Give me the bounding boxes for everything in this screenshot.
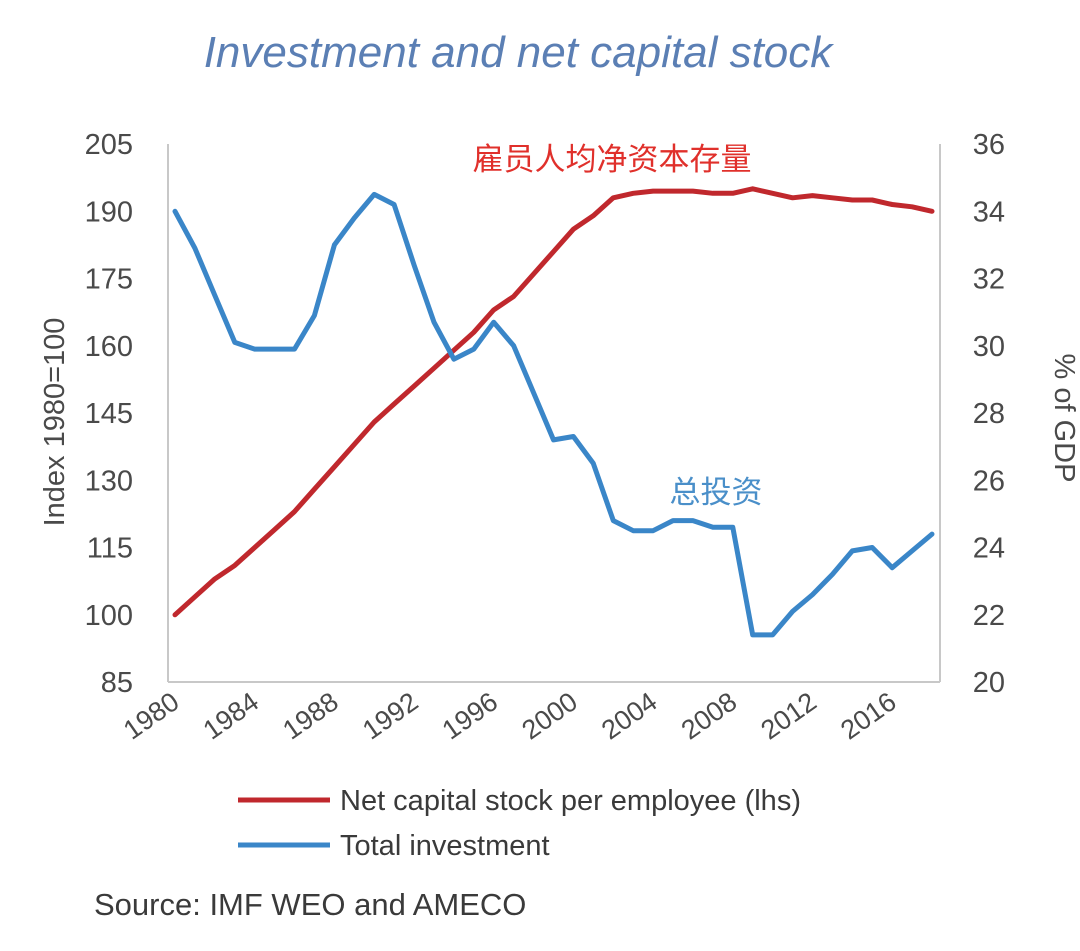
legend: Net capital stock per employee (lhs) Tot… bbox=[238, 785, 801, 862]
x-tick-label: 1996 bbox=[437, 686, 503, 745]
series-line-total-investment bbox=[172, 191, 935, 638]
y-tick-label: 205 bbox=[85, 129, 133, 161]
legend-label-total-investment: Total investment bbox=[340, 830, 550, 862]
x-tick-label: 1988 bbox=[277, 686, 343, 745]
y-tick-label: 115 bbox=[87, 533, 133, 565]
y-tick-label: 100 bbox=[85, 600, 133, 632]
x-tick-label: 2004 bbox=[596, 686, 662, 745]
y2-tick-label: 28 bbox=[973, 398, 1005, 430]
legend-label-capital-stock: Net capital stock per employee (lhs) bbox=[340, 785, 801, 817]
x-tick-label: 2008 bbox=[676, 686, 742, 745]
right-axis-label: % of GDP bbox=[1048, 354, 1080, 483]
y-tick-label: 190 bbox=[85, 196, 133, 228]
y-tick-label: 145 bbox=[85, 398, 133, 430]
plot-series bbox=[172, 186, 935, 638]
y2-tick-label: 30 bbox=[973, 331, 1005, 363]
x-tick-label: 2016 bbox=[835, 686, 901, 745]
y2-tick-label: 36 bbox=[973, 129, 1005, 161]
y2-tick-label: 32 bbox=[973, 264, 1005, 296]
series-line-capital-stock bbox=[172, 186, 935, 618]
y2-tick-label: 22 bbox=[973, 600, 1005, 632]
x-tick-label: 2012 bbox=[755, 686, 821, 745]
left-axis-label: Index 1980=100 bbox=[39, 318, 71, 527]
y-tick-label: 130 bbox=[85, 465, 133, 497]
x-tick-label: 1984 bbox=[198, 686, 264, 745]
x-tick-labels: 1980 1984 1988 1992 1996 2000 2004 2008 2012 2016 bbox=[118, 686, 902, 745]
source-note: Source: IMF WEO and AMECO bbox=[94, 887, 526, 922]
y2-tick-label: 24 bbox=[973, 533, 1005, 565]
y-tick-label: 175 bbox=[85, 264, 133, 296]
annotation-capital-stock: 雇员人均净资本存量 bbox=[473, 142, 752, 178]
y-tick-label: 160 bbox=[85, 331, 133, 363]
y-tick-label: 85 bbox=[101, 667, 133, 699]
y2-tick-label: 26 bbox=[973, 465, 1005, 497]
chart-title: Investment and net capital stock bbox=[204, 28, 835, 77]
left-y-tick-labels: 205 190 175 160 145 130 115 100 85 bbox=[85, 129, 133, 699]
x-tick-label: 2000 bbox=[516, 686, 582, 745]
y2-tick-label: 20 bbox=[973, 667, 1005, 699]
right-y-tick-labels: 36 34 32 30 28 26 24 22 20 bbox=[973, 129, 1005, 699]
y2-tick-label: 34 bbox=[973, 196, 1005, 228]
x-tick-label: 1992 bbox=[357, 686, 423, 745]
annotation-total-investment: 总投资 bbox=[670, 475, 763, 511]
